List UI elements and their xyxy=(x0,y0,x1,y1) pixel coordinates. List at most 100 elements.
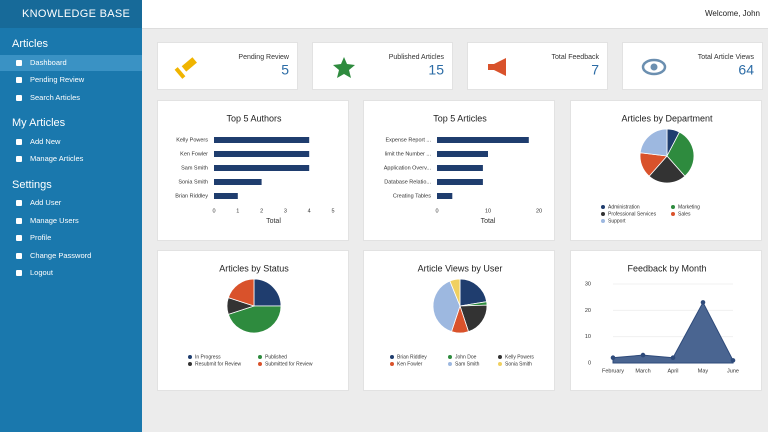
x-axis-label: Total xyxy=(266,218,281,225)
pie-slice xyxy=(449,278,461,307)
x-tick-label: 3 xyxy=(284,208,287,214)
chart-panel: Feedback by Month 0 10 20 30 February March Apr… xyxy=(570,250,762,391)
menu-item[interactable]: Add New xyxy=(0,134,142,150)
legend-swatch xyxy=(258,362,262,366)
stat-card: Total Feedback 7 xyxy=(467,42,608,90)
x-tick-label: 10 xyxy=(485,208,491,214)
point xyxy=(700,300,706,305)
category-label: Application Overv... xyxy=(384,165,432,171)
legend-label: Resubmit for Review xyxy=(195,361,242,367)
legend-label: Kelly Powers xyxy=(505,354,534,360)
chart: Articles by Status In Progress Published Re… xyxy=(188,263,313,367)
category-label: Sonia Smith xyxy=(178,179,208,185)
bar xyxy=(437,165,483,171)
bar xyxy=(437,193,453,199)
stat-label: Total Feedback xyxy=(552,54,600,61)
x-tick-label: May xyxy=(698,368,709,374)
icon xyxy=(650,63,658,71)
x-tick-label: 20 xyxy=(536,208,542,214)
menu-item[interactable]: Manage Articles xyxy=(0,151,142,167)
category-label: Expense Report ... xyxy=(385,137,431,143)
legend-label: Marketing xyxy=(678,204,700,210)
y-tick-label: 10 xyxy=(585,334,591,340)
legend-swatch xyxy=(671,205,675,209)
bar xyxy=(437,151,488,157)
pie-slice xyxy=(227,278,255,307)
menu-item[interactable]: Manage Users xyxy=(0,213,142,229)
legend-label: Submitted for Review xyxy=(265,361,313,367)
menu-item[interactable]: Search Articles xyxy=(0,90,142,106)
bar xyxy=(437,179,483,185)
menu-item[interactable]: Pending Review xyxy=(0,72,142,88)
legend-label: Administration xyxy=(608,204,640,210)
legend-label: Sales xyxy=(678,211,691,217)
category-label: Brian Riddley xyxy=(175,193,208,199)
pie-slice xyxy=(639,128,668,157)
chart-panel: Article Views by User Brian Riddley John D… xyxy=(363,250,555,391)
stat-card: Published Articles 15 xyxy=(312,42,453,90)
y-tick-label: 20 xyxy=(585,308,591,314)
section-title: My Articles xyxy=(12,117,66,129)
x-axis-label: Total xyxy=(481,218,496,225)
bar xyxy=(214,151,310,157)
icon xyxy=(174,67,186,79)
legend-swatch xyxy=(498,355,502,359)
sidebar: KNOWLEDGE BASE Articles Dashboard Pending … xyxy=(0,0,142,432)
chart-panel: Top 5 Articles Expense Report ... limit th… xyxy=(363,100,555,241)
legend-swatch xyxy=(390,355,394,359)
x-tick-label: 4 xyxy=(308,208,311,214)
section-title: Settings xyxy=(12,179,52,191)
category-label: Ken Fowler xyxy=(180,151,208,157)
x-tick-label: 5 xyxy=(331,208,334,214)
menu-item[interactable]: Add User xyxy=(0,195,142,211)
legend-swatch xyxy=(448,355,452,359)
x-tick-label: 1 xyxy=(236,208,239,214)
point xyxy=(670,355,676,361)
legend-label: Professional Services xyxy=(608,211,657,217)
category-label: Creating Tables xyxy=(393,193,431,199)
y-tick-label: 0 xyxy=(588,360,591,366)
chart: Feedback by Month 0 10 20 30 February March Apr… xyxy=(585,263,739,374)
legend-swatch xyxy=(601,205,605,209)
menu-item[interactable]: Profile xyxy=(0,230,142,246)
bar xyxy=(437,137,529,143)
stat-label: Total Article Views xyxy=(698,54,755,61)
point xyxy=(610,355,616,361)
x-tick-label: June xyxy=(727,368,739,374)
menu-item[interactable]: Change Password xyxy=(0,248,142,264)
menu-item[interactable]: Logout xyxy=(0,265,142,281)
category-label: limit the Number ... xyxy=(385,151,432,157)
stat-label: Published Articles xyxy=(389,54,445,61)
pie-slice xyxy=(666,131,695,177)
legend-swatch xyxy=(390,362,394,366)
legend-swatch xyxy=(258,355,262,359)
legend-swatch xyxy=(498,362,502,366)
header: Welcome, John xyxy=(142,0,768,29)
chart-panel: Articles by Department Administration Mark… xyxy=(570,100,762,241)
chart-panel: Articles by Status In Progress Published Re… xyxy=(157,250,349,391)
pie-slice xyxy=(432,280,461,333)
category-label: Sam Smith xyxy=(181,165,208,171)
legend-label: Sam Smith xyxy=(455,361,480,367)
legend-swatch xyxy=(671,212,675,216)
section-title: Articles xyxy=(12,38,49,50)
pie-slice xyxy=(648,155,686,184)
legend-label: Published xyxy=(265,354,287,360)
x-tick-label: March xyxy=(635,368,650,374)
legend-label: Brian Riddley xyxy=(397,354,427,360)
chart-title: Top 5 Articles xyxy=(433,113,487,123)
x-tick-label: February xyxy=(602,368,624,374)
category-label: Kelly Powers xyxy=(176,137,208,143)
chart: Article Views by User Brian Riddley John D… xyxy=(390,263,534,367)
menu-item[interactable]: Dashboard xyxy=(0,55,142,71)
icon xyxy=(641,58,667,76)
legend-swatch xyxy=(448,362,452,366)
chart: Articles by Department Administration Mark… xyxy=(601,113,713,224)
stat-card: Total Article Views 64 xyxy=(622,42,763,90)
legend-label: In Progress xyxy=(195,354,221,360)
bar xyxy=(214,179,262,185)
pie-slice xyxy=(459,278,488,307)
icon xyxy=(488,58,506,76)
